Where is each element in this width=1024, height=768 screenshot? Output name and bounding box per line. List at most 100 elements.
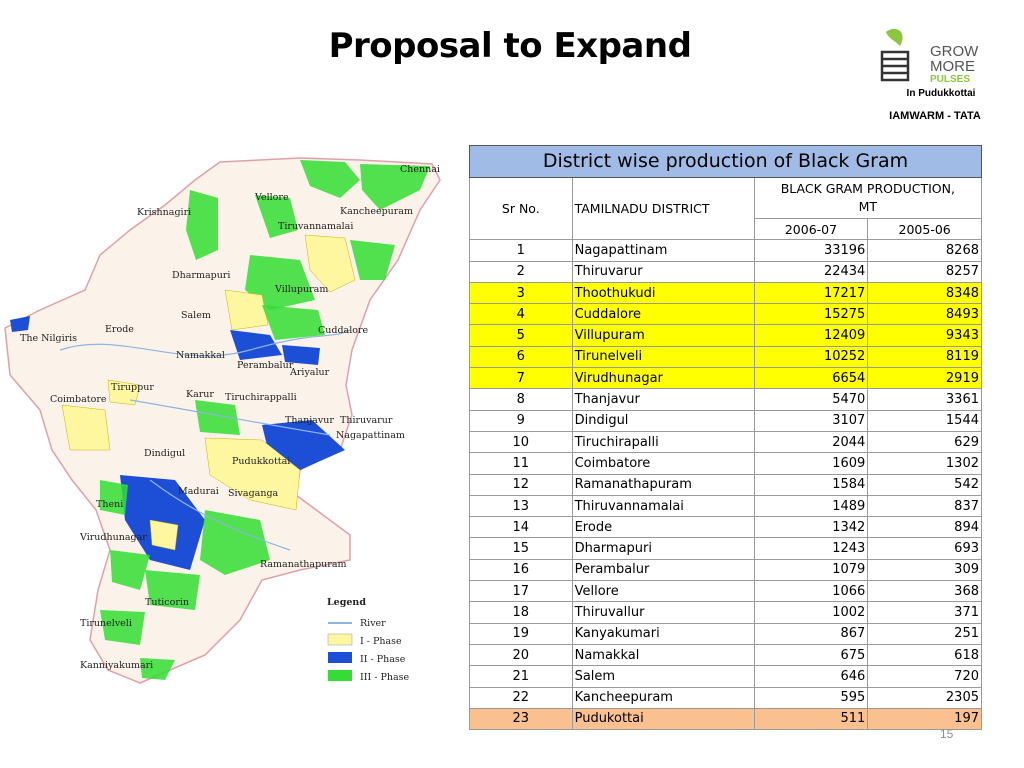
phase3-region [360,164,430,210]
table-row: 2 Thiruvarur 22434 8257 [469,260,982,283]
fist-icon [880,50,910,82]
map-label-tuticorin: Tuticorin [145,597,189,608]
map-label-dindigul: Dindigul [144,448,185,459]
map-label-nilgiris: The Nilgiris [20,333,77,344]
row-sr-no: 12 [469,473,573,496]
map-label-erode: Erode [105,324,134,335]
map-label-tirunelveli: Tirunelveli [80,618,132,629]
row-sr-no: 11 [469,452,573,475]
phase3-region [262,305,325,340]
phase2-region [230,330,282,360]
row-sr-no: 15 [469,537,573,560]
row-sr-no: 4 [469,303,573,326]
map-labels: Chennai Vellore Kancheepuram Krishnagiri… [20,164,440,671]
table-row: 1 Nagapattinam 33196 8268 [469,239,982,262]
row-district: Ramanathapuram [571,473,755,496]
row-value-2005-06: 618 [867,643,982,667]
header-district: TAMILNADU DISTRICT [571,176,755,241]
row-value-2006-07: 17217 [753,281,869,305]
map-label-kancheepuram: Kancheepuram [340,206,413,217]
row-sr-no: 5 [469,324,573,347]
row-sr-no: 18 [469,601,573,624]
row-value-2006-07: 1342 [753,516,869,539]
phase3-region [195,400,240,435]
row-value-2005-06: 8348 [867,281,982,305]
row-district: Namakkal [571,643,755,667]
logo-line-grow: GROW [930,43,979,60]
legend-river-label: River [360,618,386,629]
map-label-salem: Salem [181,310,211,321]
row-value-2005-06: 542 [867,473,982,496]
map-label-coimbatore: Coimbatore [50,394,107,405]
row-sr-no: 23 [469,707,573,731]
table-row: 15 Dharmapuri 1243 693 [469,537,982,560]
row-sr-no: 6 [469,345,573,369]
map-label-thanjavur: Thanjavur [285,415,334,426]
legend-phase1-label: I - Phase [360,636,402,647]
legend-phase1-swatch [327,633,353,646]
header-production: BLACK GRAM PRODUCTION, MT [753,177,983,219]
map-label-namakkal: Namakkal [176,350,225,361]
map-label-cuddalore: Cuddalore [318,325,369,336]
row-value-2006-07: 595 [753,686,869,709]
row-district: Cuddalore [571,303,755,326]
map-label-madurai: Madurai [178,486,219,497]
row-district: Villupuram [571,324,755,347]
phase3-region [350,240,395,280]
phase1-region [61,404,111,451]
phase3-region [140,658,175,680]
row-value-2005-06: 2305 [867,686,982,709]
table-subheader-row: 2006-07 2005-06 [470,217,982,241]
map-label-theni: Theni [96,499,123,510]
row-sr-no: 2 [469,260,573,283]
row-value-2006-07: 1066 [753,580,869,603]
phase2-region [282,345,320,365]
map-label-ariyalur: Ariyalur [289,367,330,378]
map-label-dharmapuri: Dharmapuri [172,270,230,281]
row-district: Pudukottai [571,707,755,731]
row-value-2006-07: 10252 [753,345,869,369]
row-district: Thiruvannamalai [571,494,755,518]
row-district: Thiruvallur [571,601,755,624]
row-district: Dharmapuri [571,537,755,560]
legend-phase2-label: II - Phase [360,654,406,665]
row-district: Perambalur [571,558,755,582]
row-sr-no: 20 [469,643,573,667]
row-value-2006-07: 511 [753,707,869,731]
map-label-tiruvannamalai: Tiruvannamalai [278,221,353,232]
row-value-2005-06: 720 [867,665,982,688]
header-sr-no: Sr No. [469,176,573,241]
row-value-2006-07: 2044 [753,430,869,454]
phase2-region [10,316,30,332]
row-value-2006-07: 6654 [753,367,869,390]
map-label-krishnagiri: Krishnagiri [137,207,191,218]
page-number: 15 [940,727,954,741]
river [129,399,331,436]
table-header-row: Sr No. TAMILNADU DISTRICT BLACK GRAM PRO… [469,176,983,241]
map-label-tiruppur: Tiruppur [111,382,154,393]
row-value-2006-07: 1489 [753,494,869,518]
row-sr-no: 17 [469,580,573,603]
row-value-2005-06: 251 [867,622,982,645]
row-value-2005-06: 9343 [867,324,982,347]
row-district: Thoothukudi [571,281,755,305]
row-sr-no: 7 [469,367,573,390]
header-production-line2: MT [858,199,878,214]
row-value-2006-07: 1609 [753,452,869,475]
row-value-2006-07: 3107 [753,409,869,432]
row-sr-no: 10 [469,430,573,454]
row-district: Vellore [571,580,755,603]
table-row: 19 Kanyakumari 867 251 [469,622,982,645]
row-value-2006-07: 1584 [753,473,869,496]
org-name: IAMWARM - TATA [889,110,981,122]
table-caption-row: District wise production of Black Gram [469,145,982,178]
phase1-region [149,519,179,551]
phase3-region [186,190,218,260]
row-value-2005-06: 1302 [867,452,982,475]
slide-title: Proposal to Expand [328,26,692,66]
row-value-2006-07: 1243 [753,537,869,560]
legend-phase3-label: III - Phase [360,672,410,683]
row-value-2005-06: 371 [867,601,982,624]
map-label-nagapattinam: Nagapattinam [336,430,405,441]
phase3-region [200,510,270,575]
